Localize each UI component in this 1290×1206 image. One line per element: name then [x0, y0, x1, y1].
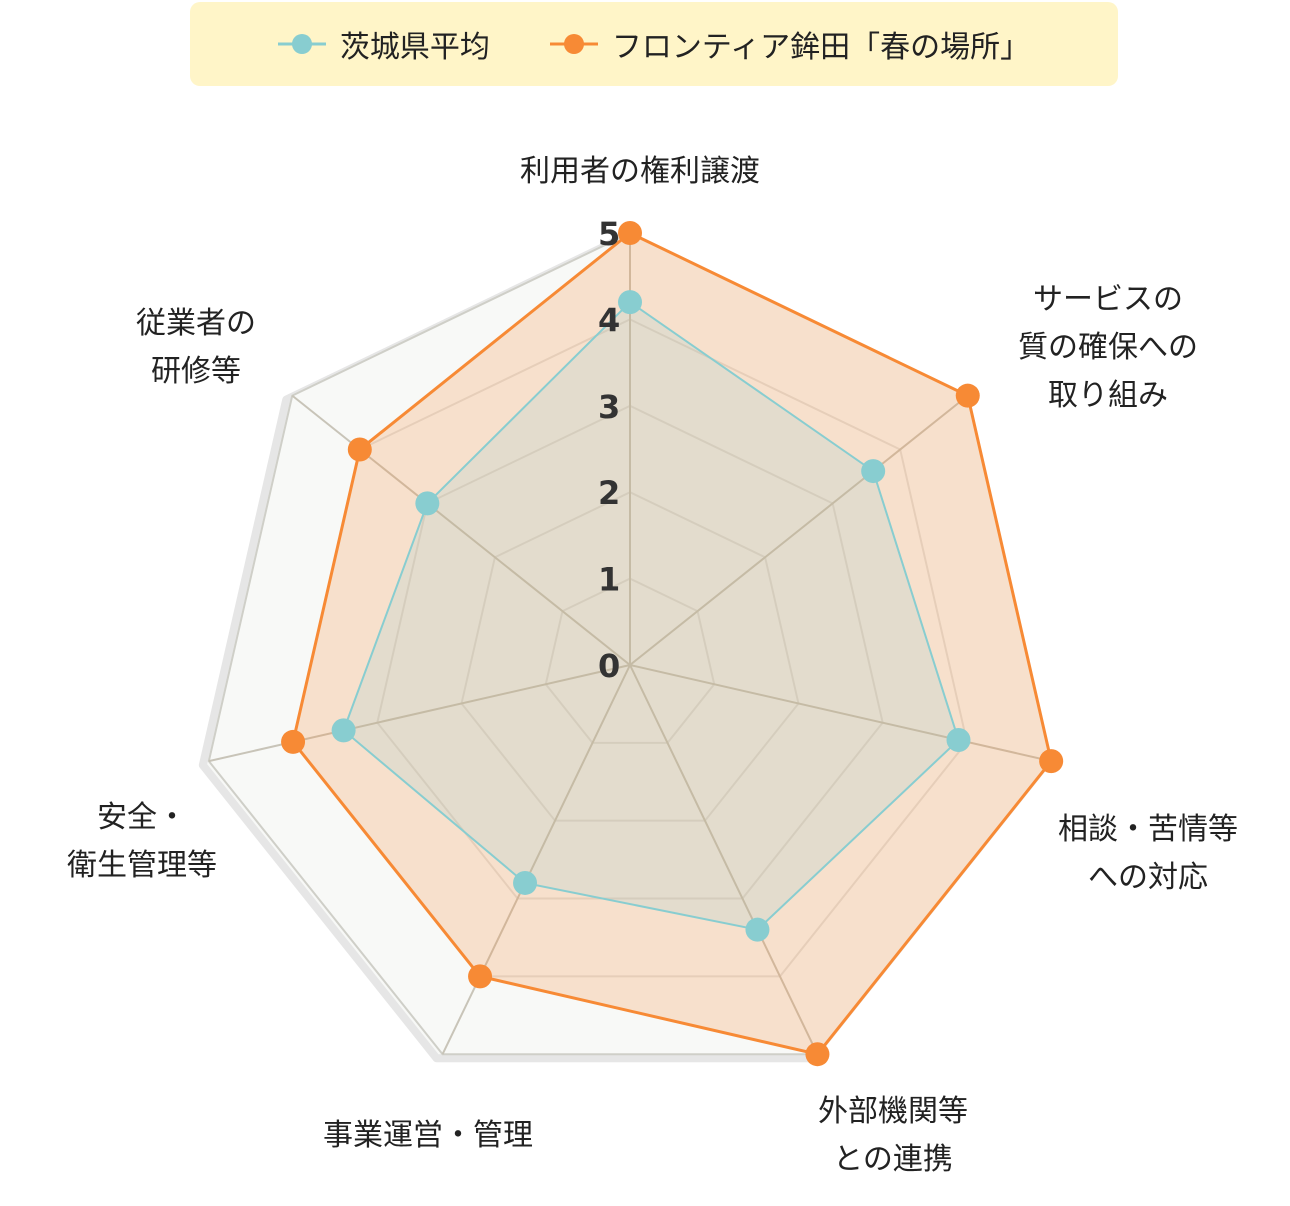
data-point — [618, 221, 642, 245]
axis-line — [629, 394, 969, 666]
legend-label: 茨城県平均 — [339, 30, 490, 65]
axis-line — [291, 394, 631, 666]
tick-label: 2 — [598, 474, 620, 512]
tick-label: 0 — [598, 647, 620, 685]
tick-label: 1 — [598, 561, 620, 599]
data-point — [347, 437, 372, 462]
legend-item[interactable]: 茨城県平均 — [277, 22, 490, 66]
data-point — [331, 718, 356, 743]
legend-label: フロンティア鉾田「春の場所」 — [611, 30, 1031, 65]
tick-label: 5 — [598, 215, 620, 253]
axis-line — [208, 664, 631, 763]
axis-line — [629, 664, 819, 1055]
data-point — [415, 491, 440, 516]
axis-label: 従業者の 研修等 — [136, 306, 256, 389]
axis-line — [629, 664, 1052, 763]
series-area — [291, 231, 1053, 1056]
axis-line — [441, 664, 631, 1055]
axis-label: 外部機関等 との連携 — [818, 1094, 968, 1177]
legend-marker — [277, 34, 326, 54]
data-point — [281, 729, 306, 754]
data-point — [955, 383, 980, 408]
axis-label: 利用者の権利譲渡 — [520, 154, 760, 189]
data-point — [861, 459, 886, 484]
data-point — [1039, 749, 1064, 774]
data-point — [618, 290, 642, 315]
axis-label: サービスの 質の確保への 取り組み — [1018, 282, 1198, 413]
grid-ring — [376, 404, 884, 900]
axis-label: 相談・苦情等 への対応 — [1058, 812, 1238, 895]
data-point — [468, 964, 493, 989]
axis-label: 事業運営・管理 — [323, 1118, 533, 1153]
axis-label: 安全・ 衛生管理等 — [67, 800, 217, 883]
grid-ring — [544, 577, 716, 744]
data-point — [805, 1042, 830, 1067]
data-point — [745, 917, 770, 942]
data-point — [513, 870, 538, 895]
legend-item[interactable]: フロンティア鉾田「春の場所」 — [549, 22, 1031, 66]
tick-label: 4 — [598, 301, 620, 339]
tick-label: 3 — [598, 388, 620, 426]
legend-marker — [549, 34, 598, 54]
data-point — [946, 727, 971, 752]
grid-ring — [460, 491, 800, 822]
legend: 茨城県平均 フロンティア鉾田「春の場所」 — [190, 2, 1118, 86]
series-area — [342, 300, 960, 931]
